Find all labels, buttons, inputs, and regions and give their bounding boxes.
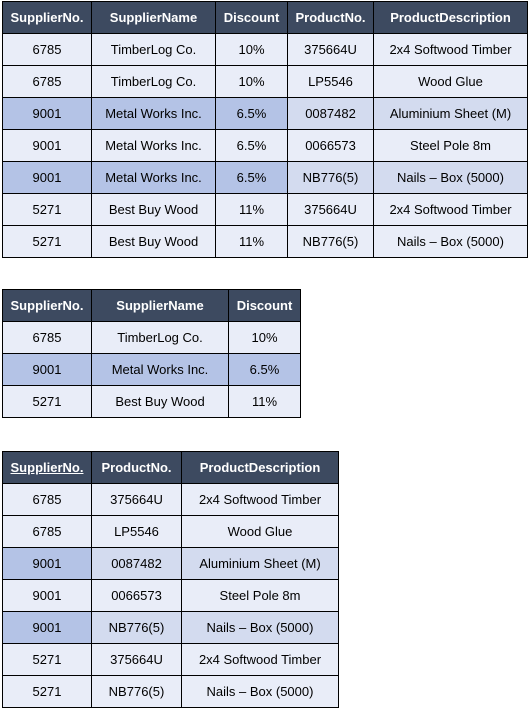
cell-discount: 6.5%	[215, 97, 288, 130]
column-header-discount: Discount	[215, 1, 288, 34]
table-row: 9001 Metal Works Inc. 6.5% NB776(5) Nail…	[2, 161, 528, 194]
cell-product-description: Aluminium Sheet (M)	[373, 97, 528, 130]
cell-product-description: Wood Glue	[181, 515, 339, 548]
column-header-supplier-name: SupplierName	[91, 289, 229, 322]
cell-product-description: Nails – Box (5000)	[181, 611, 339, 644]
cell-supplier-no: 9001	[2, 353, 92, 386]
table-row: 9001 Metal Works Inc. 6.5% 0066573 Steel…	[2, 129, 528, 162]
table-row: 9001 Metal Works Inc. 6.5% 0087482 Alumi…	[2, 97, 528, 130]
column-header-product-no: ProductNo.	[91, 451, 182, 484]
cell-supplier-no: 9001	[2, 161, 92, 194]
cell-product-no: 375664U	[287, 33, 374, 66]
cell-product-description: 2x4 Softwood Timber	[181, 643, 339, 676]
cell-supplier-name: Best Buy Wood	[91, 385, 229, 418]
cell-discount: 6.5%	[215, 161, 288, 194]
table-row: 5271 375664U 2x4 Softwood Timber	[2, 643, 339, 676]
cell-product-no: 375664U	[287, 193, 374, 226]
cell-product-no: NB776(5)	[91, 675, 182, 708]
cell-supplier-no: 6785	[2, 515, 92, 548]
cell-product-no: NB776(5)	[91, 611, 182, 644]
product-table: SupplierNo. ProductNo. ProductDescriptio…	[2, 451, 339, 708]
table-header-row: SupplierNo. SupplierName Discount Produc…	[2, 1, 528, 34]
cell-supplier-no: 9001	[2, 579, 92, 612]
cell-supplier-no: 6785	[2, 33, 92, 66]
cell-product-no: 375664U	[91, 643, 182, 676]
supplier-table: SupplierNo. SupplierName Discount 6785 T…	[2, 289, 301, 418]
table-row: 6785 TimberLog Co. 10% LP5546 Wood Glue	[2, 65, 528, 98]
column-header-supplier-no: SupplierNo.	[2, 289, 92, 322]
table-row: 9001 NB776(5) Nails – Box (5000)	[2, 611, 339, 644]
cell-supplier-name: Metal Works Inc.	[91, 129, 216, 162]
table-row: 6785 LP5546 Wood Glue	[2, 515, 339, 548]
cell-discount: 10%	[228, 321, 301, 354]
table-row: 9001 0087482 Aluminium Sheet (M)	[2, 547, 339, 580]
cell-product-description: 2x4 Softwood Timber	[373, 33, 528, 66]
cell-product-description: 2x4 Softwood Timber	[181, 483, 339, 516]
cell-discount: 6.5%	[215, 129, 288, 162]
table-header-row: SupplierNo. SupplierName Discount	[2, 289, 301, 322]
cell-product-no: NB776(5)	[287, 161, 374, 194]
cell-product-no: 0066573	[91, 579, 182, 612]
cell-supplier-no: 9001	[2, 97, 92, 130]
table-header-row: SupplierNo. ProductNo. ProductDescriptio…	[2, 451, 339, 484]
cell-supplier-name: Best Buy Wood	[91, 225, 216, 258]
cell-product-description: Nails – Box (5000)	[373, 161, 528, 194]
table-row: 5271 Best Buy Wood 11% NB776(5) Nails – …	[2, 225, 528, 258]
cell-product-description: Steel Pole 8m	[373, 129, 528, 162]
cell-supplier-name: Metal Works Inc.	[91, 353, 229, 386]
cell-product-no: LP5546	[287, 65, 374, 98]
cell-discount: 10%	[215, 33, 288, 66]
cell-supplier-no: 6785	[2, 65, 92, 98]
cell-product-no: NB776(5)	[287, 225, 374, 258]
table-row: 5271 Best Buy Wood 11%	[2, 385, 301, 418]
table-row: 6785 TimberLog Co. 10% 375664U 2x4 Softw…	[2, 33, 528, 66]
cell-product-no: 375664U	[91, 483, 182, 516]
column-header-supplier-name: SupplierName	[91, 1, 216, 34]
cell-supplier-no: 9001	[2, 547, 92, 580]
cell-product-description: 2x4 Softwood Timber	[373, 193, 528, 226]
cell-product-no: 0087482	[287, 97, 374, 130]
cell-supplier-no: 5271	[2, 225, 92, 258]
cell-discount: 10%	[215, 65, 288, 98]
cell-supplier-no: 9001	[2, 611, 92, 644]
column-header-product-description: ProductDescription	[181, 451, 339, 484]
cell-product-no: 0087482	[91, 547, 182, 580]
cell-supplier-no: 5271	[2, 643, 92, 676]
cell-supplier-name: Best Buy Wood	[91, 193, 216, 226]
cell-discount: 11%	[215, 193, 288, 226]
cell-product-description: Nails – Box (5000)	[373, 225, 528, 258]
cell-supplier-name: TimberLog Co.	[91, 321, 229, 354]
supplier-product-table: SupplierNo. SupplierName Discount Produc…	[2, 1, 528, 258]
cell-product-no: 0066573	[287, 129, 374, 162]
cell-supplier-no: 5271	[2, 675, 92, 708]
cell-supplier-no: 5271	[2, 385, 92, 418]
cell-product-no: LP5546	[91, 515, 182, 548]
cell-product-description: Nails – Box (5000)	[181, 675, 339, 708]
cell-product-description: Wood Glue	[373, 65, 528, 98]
cell-supplier-no: 9001	[2, 129, 92, 162]
table-row: 5271 NB776(5) Nails – Box (5000)	[2, 675, 339, 708]
cell-supplier-name: Metal Works Inc.	[91, 97, 216, 130]
table-row: 6785 TimberLog Co. 10%	[2, 321, 301, 354]
cell-product-description: Aluminium Sheet (M)	[181, 547, 339, 580]
cell-supplier-no: 6785	[2, 483, 92, 516]
column-header-product-no: ProductNo.	[287, 1, 374, 34]
table-row: 9001 Metal Works Inc. 6.5%	[2, 353, 301, 386]
column-header-supplier-no: SupplierNo.	[2, 1, 92, 34]
cell-discount: 11%	[228, 385, 301, 418]
cell-supplier-name: TimberLog Co.	[91, 65, 216, 98]
cell-supplier-name: Metal Works Inc.	[91, 161, 216, 194]
table-row: 5271 Best Buy Wood 11% 375664U 2x4 Softw…	[2, 193, 528, 226]
table-row: 6785 375664U 2x4 Softwood Timber	[2, 483, 339, 516]
cell-product-description: Steel Pole 8m	[181, 579, 339, 612]
cell-supplier-no: 6785	[2, 321, 92, 354]
column-header-supplier-no: SupplierNo.	[2, 451, 92, 484]
cell-discount: 6.5%	[228, 353, 301, 386]
table-row: 9001 0066573 Steel Pole 8m	[2, 579, 339, 612]
column-header-product-description: ProductDescription	[373, 1, 528, 34]
cell-supplier-name: TimberLog Co.	[91, 33, 216, 66]
cell-discount: 11%	[215, 225, 288, 258]
column-header-discount: Discount	[228, 289, 301, 322]
cell-supplier-no: 5271	[2, 193, 92, 226]
